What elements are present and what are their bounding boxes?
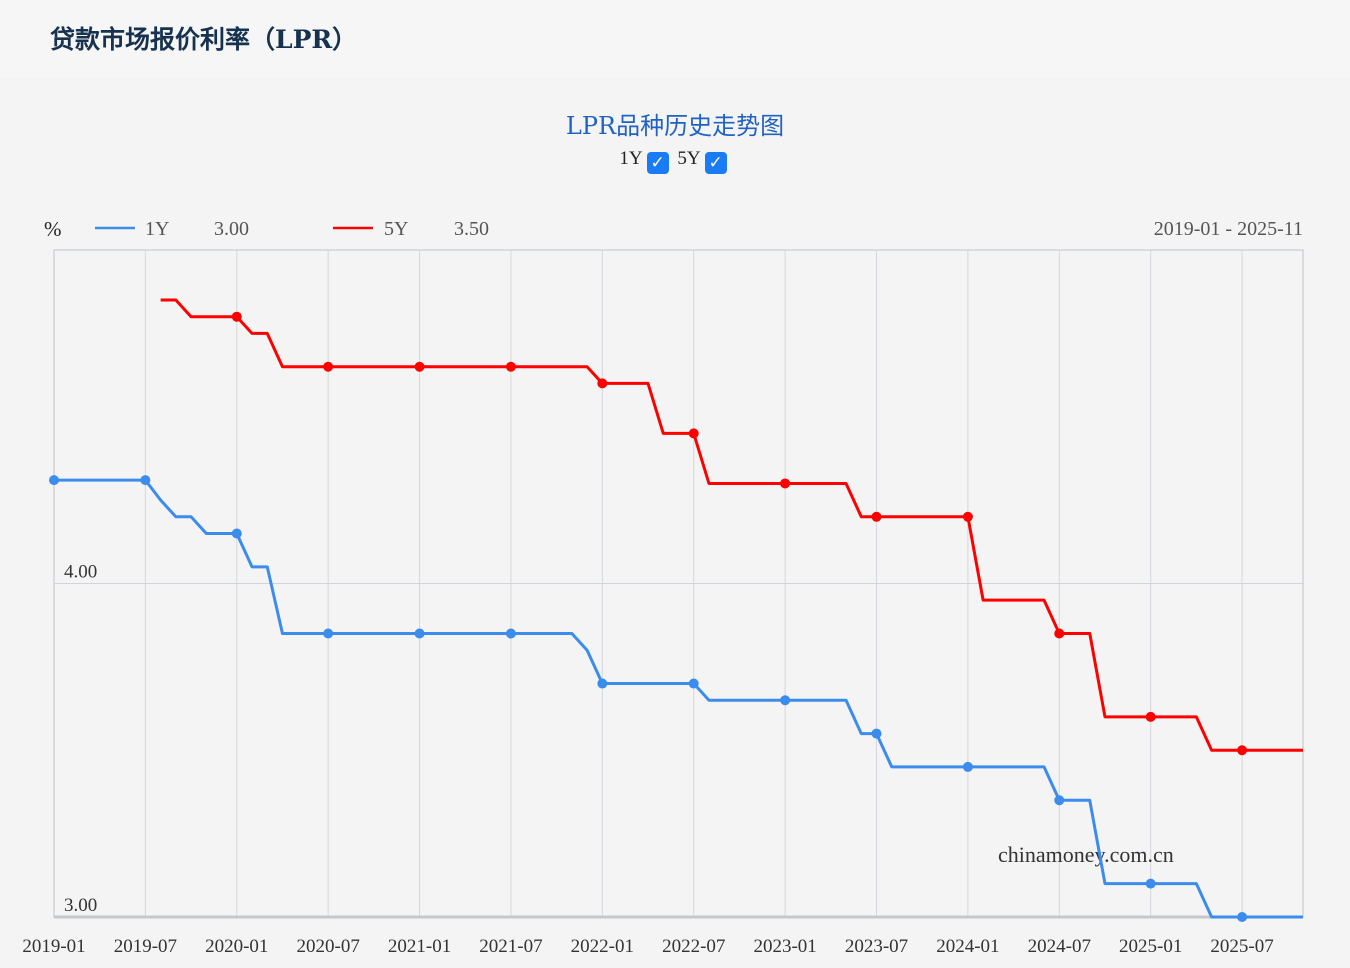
y-tick-label: 4.00 bbox=[64, 562, 97, 583]
series-toggles: 1Y ✓ 5Y ✓ bbox=[0, 148, 1350, 174]
x-tick-label: 2023-01 bbox=[753, 936, 816, 957]
legend-1y-label[interactable]: 1Y bbox=[145, 218, 169, 240]
x-tick-label: 2024-07 bbox=[1028, 936, 1091, 957]
data-point-1y bbox=[1145, 878, 1156, 889]
data-point-1y bbox=[414, 628, 425, 639]
x-tick-label: 2022-01 bbox=[571, 936, 634, 957]
data-point-1y bbox=[323, 628, 334, 639]
data-point-5y bbox=[1054, 628, 1065, 639]
checkbox-checked-icon[interactable]: ✓ bbox=[646, 152, 669, 174]
legend-5y-label[interactable]: 5Y bbox=[384, 218, 408, 240]
data-point-5y bbox=[962, 511, 973, 522]
y-tick-label: 3.00 bbox=[64, 895, 97, 916]
data-point-5y bbox=[597, 378, 608, 389]
data-point-1y bbox=[1054, 795, 1065, 806]
y-axis-unit: % bbox=[44, 217, 62, 241]
legend-5y-value: 3.50 bbox=[454, 218, 489, 240]
data-point-5y bbox=[1145, 711, 1156, 722]
data-point-5y bbox=[323, 361, 334, 372]
data-point-1y bbox=[140, 475, 151, 486]
data-point-1y bbox=[49, 475, 59, 486]
data-point-1y bbox=[962, 761, 973, 772]
legend-1y-value: 3.00 bbox=[214, 218, 249, 240]
data-point-1y bbox=[1237, 912, 1248, 922]
data-point-1y bbox=[688, 678, 699, 689]
x-tick-label: 2022-07 bbox=[662, 936, 725, 957]
data-point-1y bbox=[505, 628, 516, 639]
x-tick-label: 2023-07 bbox=[845, 936, 908, 957]
checkbox-checked-icon[interactable]: ✓ bbox=[704, 152, 727, 174]
page-title: 贷款市场报价利率（LPR） bbox=[50, 25, 358, 54]
header-bar: 贷款市场报价利率（LPR） bbox=[0, 0, 1350, 78]
data-point-5y bbox=[505, 361, 516, 372]
series-line-5y bbox=[160, 298, 1303, 752]
toggle-1y-label: 1Y bbox=[619, 148, 643, 169]
series-line-1y bbox=[54, 478, 1303, 919]
data-point-5y bbox=[688, 428, 699, 439]
x-tick-label: 2025-01 bbox=[1119, 936, 1182, 957]
data-point-5y bbox=[231, 311, 242, 322]
watermark: chinamoney.com.cn bbox=[998, 842, 1174, 867]
x-tick-label: 2024-01 bbox=[936, 936, 999, 957]
x-tick-label: 2019-07 bbox=[114, 936, 177, 957]
toggle-5y-label: 5Y bbox=[677, 148, 701, 169]
x-tick-label: 2019-01 bbox=[22, 936, 85, 957]
chart-title: LPR品种历史走势图 bbox=[565, 112, 785, 140]
data-point-1y bbox=[780, 695, 791, 706]
x-tick-label: 2025-07 bbox=[1210, 936, 1273, 957]
x-tick-label: 2021-01 bbox=[388, 936, 451, 957]
data-point-5y bbox=[1237, 745, 1248, 756]
x-tick-label: 2021-07 bbox=[479, 936, 542, 957]
data-point-5y bbox=[780, 478, 791, 489]
data-point-5y bbox=[414, 361, 425, 372]
data-point-1y bbox=[871, 728, 882, 739]
x-tick-label: 2020-01 bbox=[205, 936, 268, 957]
data-point-1y bbox=[231, 528, 242, 539]
data-point-5y bbox=[871, 511, 882, 522]
data-point-1y bbox=[597, 678, 608, 689]
x-tick-label: 2020-07 bbox=[297, 936, 360, 957]
date-range-label: 2019-01 - 2025-11 bbox=[1154, 218, 1303, 240]
